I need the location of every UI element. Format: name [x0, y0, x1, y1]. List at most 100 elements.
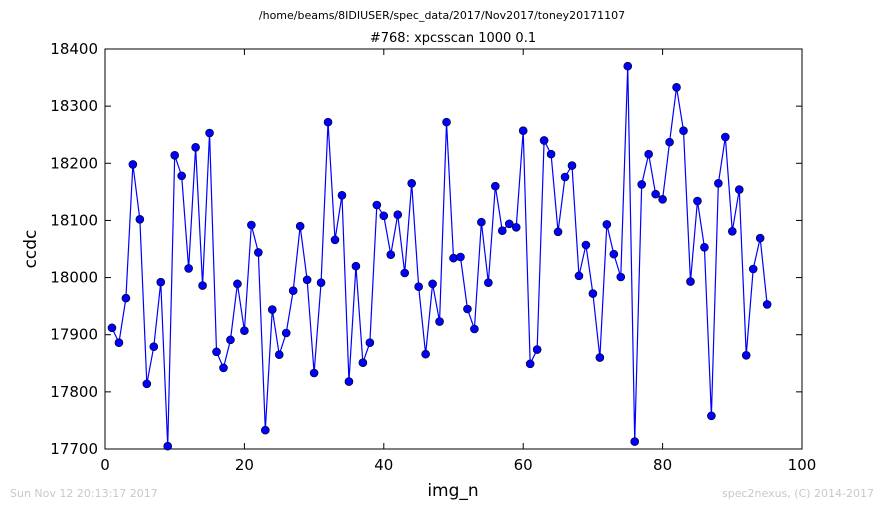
x-tick-label: 0	[100, 456, 110, 474]
data-point	[212, 347, 221, 357]
data-point	[386, 250, 396, 260]
data-point	[497, 226, 507, 236]
data-point	[274, 350, 284, 360]
data-point	[491, 181, 500, 191]
data-point	[686, 277, 695, 286]
data-point	[379, 211, 389, 221]
data-point	[721, 132, 730, 142]
data-point	[288, 286, 298, 296]
y-tick-label: 18000	[50, 269, 98, 287]
data-point	[267, 305, 277, 314]
series-line	[111, 66, 768, 447]
data-point	[741, 350, 751, 360]
data-point	[539, 136, 549, 145]
data-point	[546, 149, 556, 159]
data-point	[470, 324, 479, 334]
data-point	[504, 219, 514, 229]
data-point	[567, 161, 577, 170]
data-point	[693, 196, 702, 206]
data-point	[191, 142, 200, 152]
data-point	[428, 279, 437, 289]
data-point	[755, 233, 765, 243]
data-point	[511, 222, 521, 232]
y-tick-label: 17800	[50, 383, 98, 401]
data-point	[414, 282, 423, 292]
data-point	[316, 278, 326, 288]
data-point	[281, 328, 291, 338]
data-point	[700, 242, 709, 252]
data-point	[609, 249, 619, 259]
credit-text: spec2nexus, (C) 2014-2017	[722, 487, 874, 500]
data-point	[302, 275, 312, 285]
data-point	[330, 235, 340, 245]
data-point	[630, 437, 640, 446]
data-point	[121, 293, 131, 303]
data-point	[107, 323, 117, 333]
data-point	[156, 277, 166, 287]
data-point	[560, 172, 570, 182]
data-point	[518, 126, 528, 136]
data-point	[163, 441, 173, 451]
data-point	[233, 279, 242, 289]
y-tick-label: 17900	[50, 326, 98, 344]
data-point	[358, 358, 368, 368]
x-tick-label: 100	[788, 456, 817, 474]
data-point	[532, 345, 542, 354]
data-point	[198, 281, 207, 290]
data-point	[714, 178, 723, 188]
axes-frame	[104, 48, 803, 450]
data-point	[114, 338, 124, 348]
data-point	[449, 253, 458, 263]
data-point	[734, 185, 744, 194]
timestamp-text: Sun Nov 12 20:13:17 2017	[10, 487, 158, 500]
plot-area: 0 20 40 60 80 100 17700 17800 17900 18000 18100 182…	[50, 40, 816, 474]
data-point	[644, 149, 653, 159]
data-point	[205, 128, 214, 138]
x-tick-label: 40	[374, 456, 393, 474]
data-point	[456, 252, 465, 262]
data-point	[219, 363, 228, 373]
y-tick-label: 18400	[50, 40, 98, 58]
x-tick-label: 60	[514, 456, 533, 474]
data-point	[679, 126, 688, 136]
y-tick-label: 18300	[50, 97, 98, 115]
data-point	[309, 368, 319, 378]
data-point	[484, 278, 493, 288]
data-point	[128, 160, 138, 169]
data-point	[707, 411, 716, 421]
data-point	[435, 317, 444, 326]
y-tick-label: 17700	[50, 440, 98, 458]
data-point	[400, 268, 410, 278]
data-point	[184, 264, 193, 273]
data-point	[477, 217, 486, 227]
chart-title: #768: xpcsscan 1000 0.1	[370, 31, 536, 46]
data-point	[295, 221, 305, 231]
data-point	[149, 342, 159, 352]
data-point	[762, 300, 772, 309]
data-point	[421, 349, 430, 359]
data-point	[177, 171, 186, 181]
data-point	[574, 271, 584, 281]
data-point	[407, 178, 416, 188]
data-point	[142, 379, 152, 389]
data-point	[623, 61, 633, 71]
data-point	[748, 264, 758, 274]
data-point	[637, 180, 646, 189]
data-point	[247, 220, 256, 230]
data-point	[463, 304, 472, 314]
data-point	[344, 377, 354, 386]
y-tick-label: 18200	[50, 154, 98, 172]
data-point	[323, 117, 333, 127]
data-point	[553, 227, 563, 237]
data-point	[135, 214, 145, 224]
data-point	[616, 272, 626, 282]
data-point	[665, 137, 674, 147]
data-point	[365, 338, 375, 348]
data-point	[672, 82, 681, 92]
x-axis-label: img_n	[427, 481, 478, 501]
data-point	[261, 425, 270, 435]
data-point	[337, 190, 347, 200]
data-point	[240, 326, 249, 336]
